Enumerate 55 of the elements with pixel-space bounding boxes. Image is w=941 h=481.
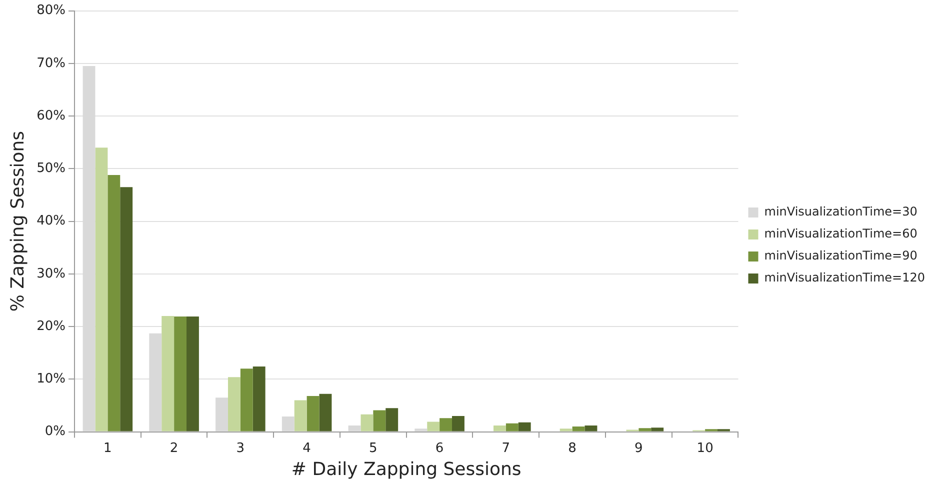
x-tick-label: 9	[634, 440, 643, 456]
x-tick-label: 3	[236, 440, 245, 456]
bar	[506, 423, 518, 432]
bar	[294, 400, 307, 432]
bar	[584, 425, 598, 432]
legend-label: minVisualizationTime=60	[764, 226, 918, 241]
bar	[240, 368, 253, 432]
bar	[518, 422, 531, 432]
legend-label: minVisualizationTime=90	[764, 248, 918, 263]
bar	[306, 396, 320, 432]
bar	[162, 316, 174, 432]
y-tick-label: 30%	[36, 266, 66, 282]
bar	[452, 416, 464, 432]
bar	[120, 187, 133, 432]
y-tick-label: 0%	[44, 424, 66, 440]
bar	[216, 398, 228, 432]
bar	[186, 316, 199, 432]
bar	[373, 410, 386, 432]
y-tick-label: 80%	[36, 3, 66, 18]
x-tick-label: 6	[435, 440, 444, 456]
bar	[252, 366, 266, 432]
bar	[228, 377, 240, 432]
x-axis-title: # Daily Zapping Sessions	[291, 458, 522, 480]
bar	[651, 428, 664, 432]
bar	[282, 416, 294, 432]
y-tick-label: 70%	[36, 56, 66, 71]
x-tick-label: 10	[696, 440, 714, 456]
y-tick-label: 20%	[36, 318, 66, 334]
y-tick-label: 10%	[36, 372, 66, 387]
y-tick-label: 40%	[36, 214, 66, 229]
bar	[414, 428, 428, 432]
y-axis-title: % Zapping Sessions	[7, 130, 28, 312]
y-tick-label: 50%	[36, 161, 66, 176]
bar	[174, 316, 187, 432]
x-tick-label: 8	[568, 440, 576, 456]
x-tick-label: 4	[302, 440, 311, 456]
bar	[560, 428, 572, 432]
bar	[95, 148, 108, 432]
y-tick-label: 60%	[36, 108, 66, 124]
x-tick-label: 7	[502, 440, 510, 456]
bar	[572, 426, 585, 432]
bar	[348, 425, 361, 432]
x-tick-label: 2	[170, 440, 178, 456]
legend-label: minVisualizationTime=120	[764, 270, 926, 285]
bar	[638, 428, 652, 432]
legend-label: minVisualizationTime=30	[764, 204, 918, 219]
bar	[319, 394, 332, 432]
bar	[427, 422, 440, 432]
bar	[108, 174, 120, 432]
bar	[493, 425, 506, 432]
x-tick-label: 5	[369, 440, 378, 456]
bar	[440, 418, 452, 432]
bar	[386, 408, 398, 432]
bar	[360, 414, 374, 432]
x-tick-label: 1	[104, 440, 112, 456]
